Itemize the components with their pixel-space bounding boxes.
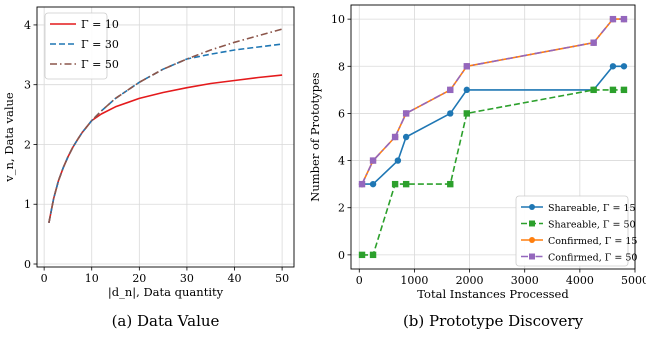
data-point xyxy=(620,63,628,70)
data-point xyxy=(609,63,617,70)
legend-label: Γ = 50 xyxy=(81,58,119,71)
data-point xyxy=(447,110,454,117)
x-tick-label: 3000 xyxy=(511,274,539,287)
y-axis-label: v_n, Data value xyxy=(2,92,16,183)
x-tick-label: 0 xyxy=(41,272,48,285)
data-point xyxy=(590,39,597,46)
series-line xyxy=(48,74,283,223)
x-tick-label: 1000 xyxy=(400,274,428,287)
chart-data-value: 0 10 20 30 40 50 0 1 2 3 4 |d_n|, Data quantity v_n,… xyxy=(2,6,295,330)
data-point xyxy=(609,86,617,94)
legend-label: Γ = 30 xyxy=(81,38,119,51)
x-tick-label: 40 xyxy=(228,272,242,285)
y-tick-label: 3 xyxy=(24,79,31,92)
data-point xyxy=(358,180,366,188)
legend: Shareable, Γ = 15 Shareable, Γ = 50 Confir… xyxy=(515,195,637,267)
plot-frame xyxy=(36,6,295,268)
legend-marker xyxy=(529,237,535,243)
y-tick-label: 8 xyxy=(338,60,345,73)
data-point xyxy=(463,63,471,70)
data-point xyxy=(402,110,410,117)
plot-frame xyxy=(350,4,636,270)
series-line xyxy=(361,18,624,185)
x-tick-label: 4000 xyxy=(566,274,594,287)
y-tick-label: 6 xyxy=(338,107,345,120)
data-point xyxy=(463,86,471,94)
y-axis-label: Number of Prototypes xyxy=(308,72,322,202)
data-point xyxy=(369,251,377,259)
chart-prototype-discovery: 0 1000 2000 3000 4000 5000 0 2 4 6 8 10 Total Instan… xyxy=(308,4,646,330)
x-tick-label: 5000 xyxy=(621,274,646,287)
data-point xyxy=(394,157,402,164)
series-line xyxy=(48,28,283,223)
x-tick-label: 30 xyxy=(180,272,194,285)
y-tick-label: 4 xyxy=(338,155,345,168)
data-point xyxy=(391,133,399,141)
legend-marker xyxy=(529,253,535,260)
legend-box xyxy=(44,12,108,80)
legend-marker xyxy=(529,220,535,227)
y-tick-label: 2 xyxy=(338,202,345,215)
data-point xyxy=(369,157,377,164)
x-axis-label: Total Instances Processed xyxy=(417,287,569,301)
data-point xyxy=(402,133,410,141)
legend-label: Confirmed, Γ = 50 xyxy=(548,252,637,263)
data-point xyxy=(391,180,399,188)
x-tick-label: 0 xyxy=(356,274,363,287)
legend-box xyxy=(515,195,629,267)
legend-marker xyxy=(529,204,535,210)
y-tick-label: 2 xyxy=(24,138,31,151)
legend-label: Confirmed, Γ = 15 xyxy=(548,236,637,247)
data-point xyxy=(620,86,628,94)
figure-caption: (b) Prototype Discovery xyxy=(403,312,584,330)
data-point xyxy=(463,110,471,117)
data-point xyxy=(620,15,628,23)
data-point xyxy=(590,86,597,94)
legend: Γ = 10 Γ = 30 Γ = 50 xyxy=(44,12,119,80)
x-tick-label: 2000 xyxy=(456,274,484,287)
y-tick-label: 4 xyxy=(24,19,31,32)
y-tick-label: 1 xyxy=(24,198,31,211)
data-point xyxy=(609,15,617,23)
y-tick-label: 0 xyxy=(24,258,31,271)
x-axis-label: |d_n|, Data quantity xyxy=(108,285,224,300)
legend-label: Γ = 10 xyxy=(81,18,119,31)
figure-caption: (a) Data Value xyxy=(112,312,220,330)
data-point xyxy=(358,251,366,259)
x-tick-label: 20 xyxy=(132,272,146,285)
data-point xyxy=(402,180,410,188)
data-point xyxy=(447,86,454,94)
y-tick-label: 10 xyxy=(331,13,345,26)
data-point xyxy=(369,180,377,188)
legend-label: Shareable, Γ = 15 xyxy=(548,203,636,214)
y-tick-label: 0 xyxy=(338,249,345,262)
x-tick-label: 10 xyxy=(85,272,99,285)
data-point xyxy=(447,180,454,188)
legend-label: Shareable, Γ = 50 xyxy=(548,219,636,230)
x-tick-label: 50 xyxy=(275,272,289,285)
